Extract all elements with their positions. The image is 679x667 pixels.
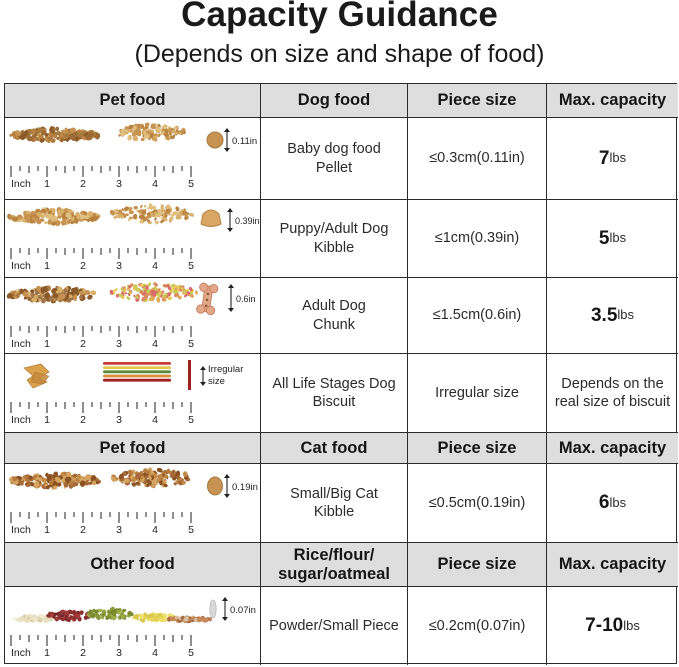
svg-text:0.11in: 0.11in [232, 136, 257, 147]
svg-text:3: 3 [116, 338, 122, 350]
svg-text:1: 1 [44, 178, 50, 190]
svg-text:Inch: Inch [11, 260, 31, 272]
svg-text:4: 4 [152, 524, 158, 536]
svg-text:2: 2 [80, 524, 86, 536]
svg-text:0.39in: 0.39in [235, 216, 260, 226]
svg-text:1: 1 [44, 414, 50, 426]
svg-text:5: 5 [188, 178, 194, 190]
svg-text:4: 4 [152, 647, 158, 659]
svg-text:1: 1 [44, 260, 50, 272]
svg-text:0.19in: 0.19in [232, 482, 258, 493]
svg-text:4: 4 [152, 338, 158, 350]
svg-text:size: size [208, 376, 225, 387]
svg-text:Irregular: Irregular [208, 364, 243, 375]
svg-text:3: 3 [116, 414, 122, 426]
svg-text:1: 1 [44, 524, 50, 536]
svg-text:1: 1 [44, 338, 50, 350]
svg-text:0.07in: 0.07in [230, 605, 256, 616]
svg-text:4: 4 [152, 178, 158, 190]
svg-text:Inch: Inch [11, 414, 31, 426]
svg-text:4: 4 [152, 414, 158, 426]
svg-text:2: 2 [80, 178, 86, 190]
svg-text:Inch: Inch [11, 647, 31, 659]
svg-text:3: 3 [116, 524, 122, 536]
svg-text:1: 1 [44, 647, 50, 659]
svg-text:4: 4 [152, 260, 158, 272]
svg-text:2: 2 [80, 414, 86, 426]
svg-text:Inch: Inch [11, 338, 31, 350]
svg-text:Inch: Inch [11, 524, 31, 536]
svg-text:2: 2 [80, 260, 86, 272]
svg-text:0.6in: 0.6in [236, 294, 256, 304]
svg-text:2: 2 [80, 338, 86, 350]
svg-text:5: 5 [188, 260, 194, 272]
svg-text:5: 5 [188, 647, 194, 659]
svg-text:3: 3 [116, 178, 122, 190]
svg-text:3: 3 [116, 647, 122, 659]
svg-text:2: 2 [80, 647, 86, 659]
svg-text:5: 5 [188, 338, 194, 350]
svg-text:3: 3 [116, 260, 122, 272]
svg-text:5: 5 [188, 524, 194, 536]
svg-text:5: 5 [188, 414, 194, 426]
svg-text:Inch: Inch [11, 178, 31, 190]
